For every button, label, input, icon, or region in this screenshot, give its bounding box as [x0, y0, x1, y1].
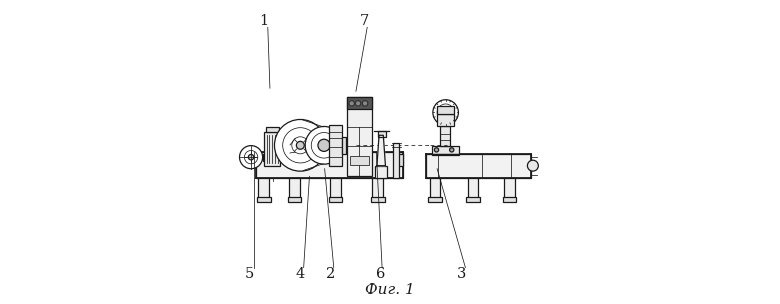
Bar — [440, 126, 450, 146]
Circle shape — [305, 126, 343, 164]
Bar — [330, 178, 341, 198]
Circle shape — [239, 146, 263, 169]
Bar — [342, 137, 346, 154]
Circle shape — [437, 104, 454, 121]
Bar — [504, 178, 515, 198]
Bar — [395, 154, 402, 166]
Circle shape — [292, 137, 309, 154]
Circle shape — [248, 154, 254, 160]
Circle shape — [363, 101, 368, 106]
Bar — [257, 197, 271, 202]
Bar — [466, 197, 480, 202]
Bar — [426, 154, 531, 178]
Bar — [432, 154, 459, 155]
Circle shape — [275, 119, 326, 171]
Text: Фиг. 1: Фиг. 1 — [365, 283, 415, 297]
Circle shape — [349, 101, 354, 106]
Circle shape — [433, 100, 459, 125]
Circle shape — [441, 109, 449, 116]
Circle shape — [449, 148, 454, 152]
Bar — [263, 154, 270, 161]
Bar — [285, 142, 290, 156]
Bar — [347, 97, 372, 109]
Bar — [378, 131, 386, 137]
Bar — [264, 132, 280, 166]
Bar — [437, 114, 454, 126]
Circle shape — [282, 128, 318, 163]
Bar — [393, 143, 399, 178]
Bar — [430, 178, 441, 198]
Bar — [437, 106, 454, 114]
Bar — [467, 178, 478, 198]
Bar — [328, 125, 342, 166]
Bar — [371, 197, 385, 202]
Polygon shape — [377, 135, 385, 166]
Bar — [347, 97, 372, 176]
Bar — [258, 178, 269, 198]
Circle shape — [356, 101, 361, 106]
Circle shape — [434, 148, 438, 152]
Bar — [256, 152, 402, 178]
Bar — [266, 127, 278, 132]
Bar — [372, 178, 383, 198]
Circle shape — [527, 160, 538, 171]
Bar — [328, 197, 342, 202]
Bar — [289, 178, 300, 198]
Text: 6: 6 — [376, 267, 385, 281]
Text: 7: 7 — [360, 14, 369, 28]
Text: 1: 1 — [259, 14, 268, 28]
Circle shape — [311, 133, 337, 158]
Circle shape — [318, 139, 330, 151]
Circle shape — [244, 150, 257, 164]
Bar — [428, 197, 441, 202]
Text: 5: 5 — [245, 267, 254, 281]
Bar — [280, 144, 285, 154]
Bar — [432, 146, 459, 154]
Bar — [503, 197, 516, 202]
Text: 4: 4 — [296, 267, 305, 281]
Circle shape — [296, 141, 304, 149]
Bar — [288, 197, 301, 202]
Text: 3: 3 — [457, 267, 466, 281]
Bar — [375, 166, 387, 178]
Bar — [350, 156, 369, 165]
Text: 2: 2 — [326, 267, 335, 281]
